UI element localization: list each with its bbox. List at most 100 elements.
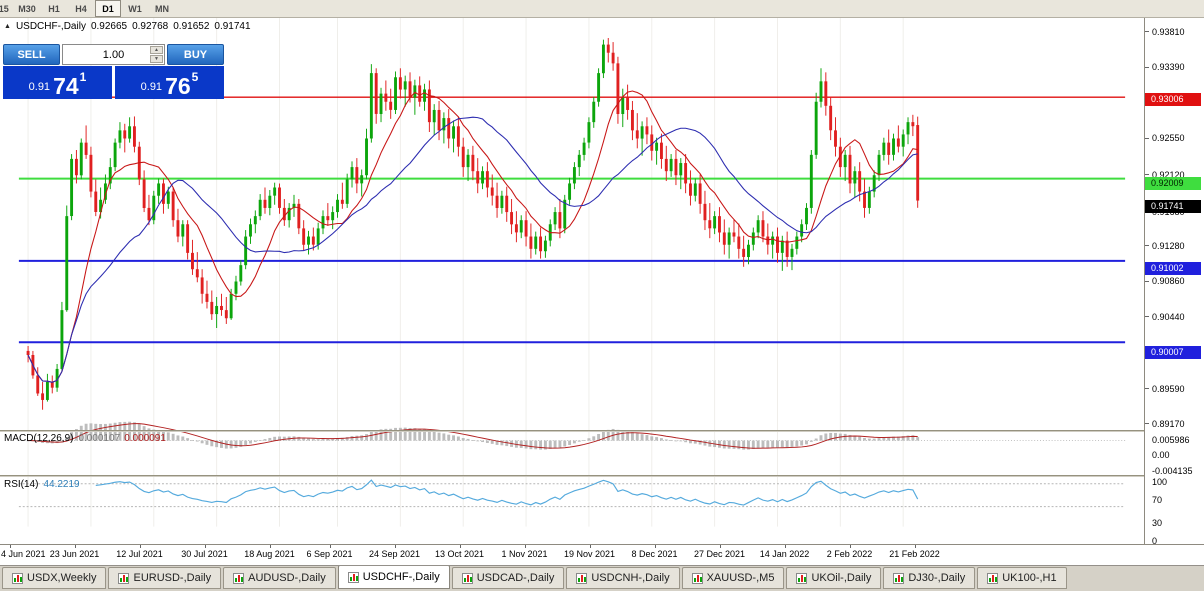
price-axis-label: 0.90440 <box>1152 311 1185 322</box>
timeframe-button-h1[interactable]: H1 <box>48 3 60 14</box>
panel-separator-rsi[interactable] <box>0 475 1204 477</box>
time-axis-tick <box>269 545 271 548</box>
chart-tab-icon <box>576 572 588 584</box>
sell-price-display[interactable]: 0.91 74 1 <box>3 66 112 99</box>
time-axis-label: 2 Feb 2022 <box>826 549 873 559</box>
buy-price-big: 76 <box>165 73 191 99</box>
time-axis-label: 12 Jul 2021 <box>116 549 163 559</box>
chart-tab-icon <box>796 572 808 584</box>
sell-price-base: 0.91 <box>28 81 51 93</box>
timeframe-button-d1[interactable]: D1 <box>95 0 121 17</box>
buy-price-base: 0.91 <box>140 81 163 93</box>
chart-tab-icon <box>691 572 703 584</box>
chart-tab-eurusd-daily[interactable]: EURUSD-,Daily <box>108 567 222 589</box>
price-axis-tick <box>1145 245 1149 247</box>
chart-tab-icon <box>12 572 23 584</box>
price-axis-tick <box>1145 280 1149 282</box>
time-axis-tick <box>719 545 721 548</box>
price-axis-label: 0.89590 <box>1152 383 1185 394</box>
price-axis-label: 0.92120 <box>1152 169 1185 180</box>
time-axis-tick <box>914 545 916 548</box>
chart-tab-dj30-daily[interactable]: DJ30-,Daily <box>883 567 976 589</box>
chart-tab-usdchf-daily[interactable]: USDCHF-,Daily <box>337 566 450 589</box>
macd-axis-label: -0.004135 <box>1152 466 1193 476</box>
price-axis-tick <box>1145 137 1149 139</box>
time-axis-tick <box>654 545 656 548</box>
sell-button[interactable]: SELL <box>3 44 60 65</box>
timeframe-button-mn[interactable]: MN <box>155 3 169 14</box>
time-axis-tick <box>589 545 591 548</box>
timeframe-button-h4[interactable]: H4 <box>75 3 87 14</box>
chart-tab-usdx-weekly[interactable]: USDX,Weekly <box>2 567 107 589</box>
price-axis-label: 0.90860 <box>1152 276 1185 287</box>
arrow-up-icon: ▲ <box>154 46 159 53</box>
price-chart-canvas[interactable] <box>0 18 1144 545</box>
chart-tab-label: USDCAD-,Daily <box>476 572 555 584</box>
rsi-axis-label: 0 <box>1152 536 1158 544</box>
price-level-badge: 0.92009 <box>1145 177 1201 191</box>
chart-tab-label: UKOil-,Daily <box>811 572 872 584</box>
time-axis-tick <box>394 545 396 548</box>
price-axis[interactable]: 0.938100.933900.925500.921200.916800.912… <box>1144 18 1204 544</box>
price-axis-label: 0.92550 <box>1152 133 1185 144</box>
symbol-ohlc-line: ▲ USDCHF-,Daily 0.92665 0.92768 0.91652 … <box>4 21 251 32</box>
chart-tab-icon <box>987 572 999 584</box>
time-axis-label: 27 Dec 2021 <box>693 549 746 559</box>
volume-input[interactable] <box>79 47 148 62</box>
sell-price-sup: 1 <box>79 70 87 84</box>
ohlc-close: 0.91741 <box>214 21 251 32</box>
one-click-trading-widget: SELL ▲ ▼ BUY 0.91 74 1 0.91 76 <box>3 44 224 99</box>
buy-button[interactable]: BUY <box>167 44 224 65</box>
price-axis-tick <box>1145 31 1149 33</box>
ohlc-open: 0.92665 <box>90 21 128 32</box>
time-axis-tick <box>784 545 786 548</box>
rsi-layer <box>18 479 1126 508</box>
volume-decrease-button[interactable]: ▼ <box>150 55 163 63</box>
chart-tab-icon <box>461 572 473 584</box>
volume-spinner: ▲ ▼ <box>150 46 163 63</box>
subwindow-expand-icon[interactable]: ▲ <box>4 22 11 30</box>
panel-separator-macd[interactable] <box>0 430 1204 432</box>
volume-increase-button[interactable]: ▲ <box>150 46 163 54</box>
time-axis-label: 30 Jul 2021 <box>181 549 228 559</box>
sell-price-big: 74 <box>53 73 79 99</box>
price-axis-label: 0.93390 <box>1152 62 1185 73</box>
chart-tab-audusd-daily[interactable]: AUDUSD-,Daily <box>223 567 336 589</box>
time-axis-label: 6 Sep 2021 <box>306 549 353 559</box>
chart-tab-uk100-h1[interactable]: UK100-,H1 <box>977 567 1067 589</box>
chart-tab-label: XAUUSD-,M5 <box>706 572 775 584</box>
price-axis-tick <box>1145 423 1149 425</box>
chart-tab-label: USDCNH-,Daily <box>591 572 670 584</box>
macd-layer <box>18 421 1126 450</box>
price-axis-tick <box>1145 316 1149 318</box>
chart-tab-icon <box>893 572 905 584</box>
timeframe-button-m30[interactable]: M30 <box>18 3 36 14</box>
chart-tab-ukoil-daily[interactable]: UKOil-,Daily <box>786 567 882 589</box>
chart-tab-usdcad-daily[interactable]: USDCAD-,Daily <box>451 567 565 589</box>
chart-tab-label: DJ30-,Daily <box>908 572 966 584</box>
timeframe-button-m15[interactable]: M15 <box>0 3 9 14</box>
rsi-value: 44.2219 <box>43 479 80 490</box>
time-axis-label: 21 Feb 2022 <box>889 549 940 559</box>
chart-tab-xauusd-m5[interactable]: XAUUSD-,M5 <box>681 567 785 589</box>
buy-price-display[interactable]: 0.91 76 5 <box>115 66 224 99</box>
moving-averages-layer <box>27 90 918 383</box>
time-axis[interactable]: 4 Jun 2021 23 Jun 2021 12 Jul 2021 30 Jul 2… <box>0 545 1144 564</box>
timeframe-button-w1[interactable]: W1 <box>128 3 142 14</box>
chart-tab-label: AUDUSD-,Daily <box>248 572 326 584</box>
chart-tab-label: UK100-,H1 <box>1002 572 1057 584</box>
levels-layer <box>18 96 1126 344</box>
time-axis-label: 19 Nov 2021 <box>563 549 616 559</box>
chart-tab-label: USDCHF-,Daily <box>362 571 440 583</box>
chart-tab-usdcnh-daily[interactable]: USDCNH-,Daily <box>566 567 680 589</box>
chart-tab-label: USDX,Weekly <box>27 572 97 584</box>
time-axis-line <box>0 544 1204 545</box>
arrow-down-icon: ▼ <box>154 55 159 62</box>
time-axis-tick <box>459 545 461 548</box>
time-axis-label: 13 Oct 2021 <box>434 549 485 559</box>
time-axis-label: 14 Jan 2022 <box>759 549 810 559</box>
time-axis-label: 4 Jun 2021 <box>1 549 46 559</box>
price-level-badge: 0.93006 <box>1145 92 1201 106</box>
time-axis-tick <box>849 545 851 548</box>
